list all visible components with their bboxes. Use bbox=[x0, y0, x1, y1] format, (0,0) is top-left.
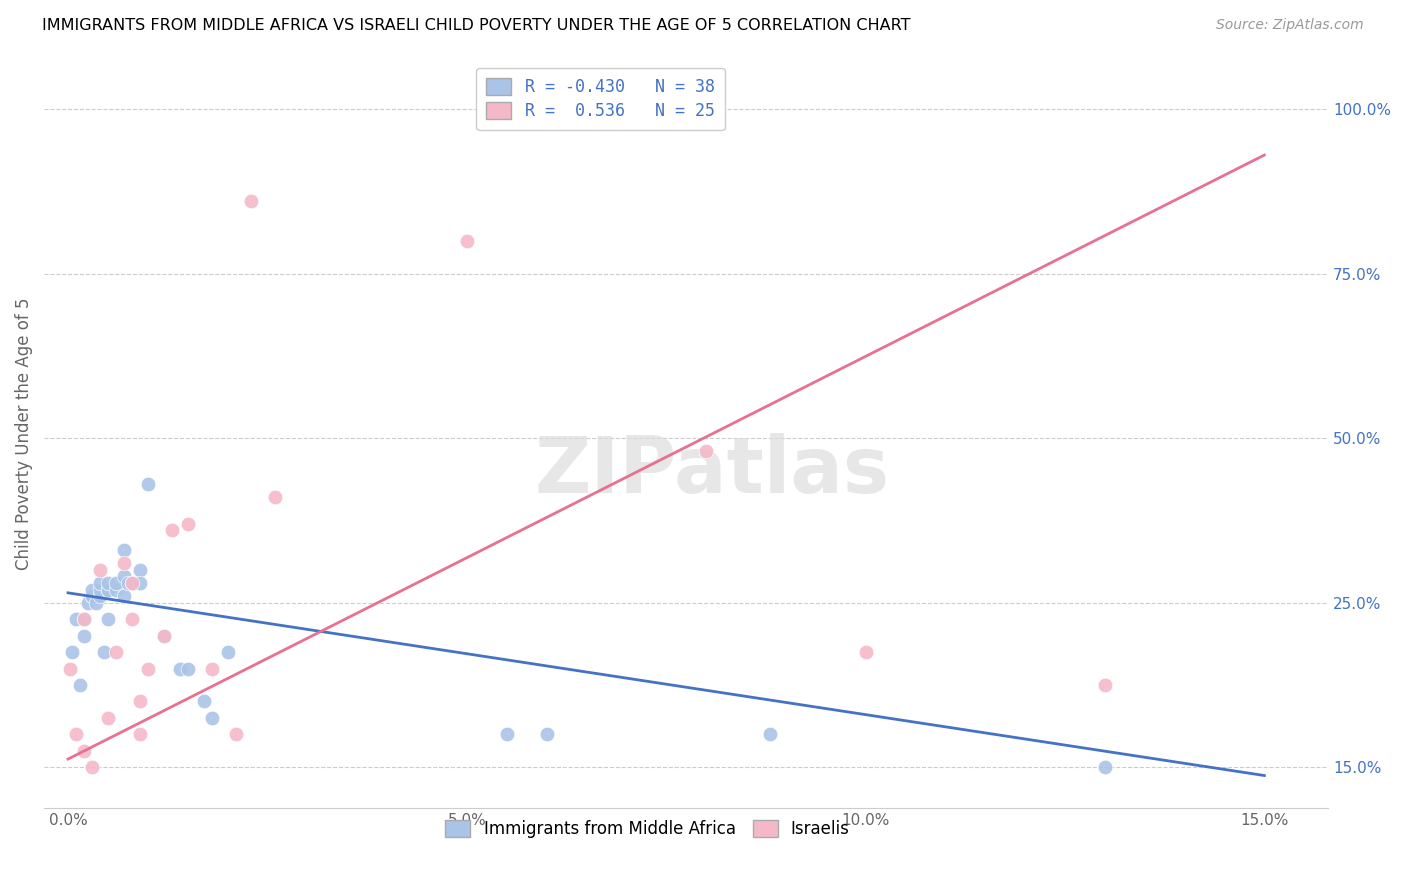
Point bbox=[80, 589, 103, 603]
Point bbox=[73, 612, 96, 626]
Point bbox=[495, 727, 517, 741]
Point bbox=[121, 576, 143, 591]
Point bbox=[152, 629, 174, 643]
Point bbox=[112, 569, 135, 583]
Point bbox=[89, 576, 111, 591]
Point bbox=[456, 234, 478, 248]
Point bbox=[1094, 760, 1116, 774]
Point bbox=[128, 576, 150, 591]
Point bbox=[759, 727, 782, 741]
Point bbox=[73, 629, 96, 643]
Text: IMMIGRANTS FROM MIDDLE AFRICA VS ISRAELI CHILD POVERTY UNDER THE AGE OF 5 CORREL: IMMIGRANTS FROM MIDDLE AFRICA VS ISRAELI… bbox=[42, 18, 911, 33]
Text: ZIPatlas: ZIPatlas bbox=[534, 434, 890, 509]
Point bbox=[855, 645, 877, 659]
Point bbox=[128, 563, 150, 577]
Legend: Immigrants from Middle Africa, Israelis: Immigrants from Middle Africa, Israelis bbox=[439, 814, 856, 845]
Point bbox=[264, 491, 287, 505]
Point bbox=[97, 576, 120, 591]
Point bbox=[60, 645, 83, 659]
Point bbox=[89, 563, 111, 577]
Point bbox=[152, 629, 174, 643]
Point bbox=[128, 694, 150, 708]
Point bbox=[240, 194, 263, 208]
Point bbox=[84, 596, 107, 610]
Point bbox=[93, 645, 115, 659]
Y-axis label: Child Poverty Under the Age of 5: Child Poverty Under the Age of 5 bbox=[15, 298, 32, 570]
Point bbox=[121, 612, 143, 626]
Point bbox=[73, 744, 96, 758]
Point bbox=[200, 661, 222, 675]
Point bbox=[169, 661, 191, 675]
Point bbox=[695, 444, 717, 458]
Point bbox=[80, 760, 103, 774]
Point bbox=[117, 576, 139, 591]
Point bbox=[160, 524, 183, 538]
Point bbox=[112, 589, 135, 603]
Point bbox=[73, 612, 96, 626]
Point bbox=[136, 661, 159, 675]
Point bbox=[104, 582, 127, 597]
Point bbox=[200, 711, 222, 725]
Point bbox=[225, 727, 247, 741]
Point bbox=[65, 612, 87, 626]
Point bbox=[104, 645, 127, 659]
Point bbox=[65, 727, 87, 741]
Point bbox=[536, 727, 558, 741]
Point bbox=[176, 661, 198, 675]
Point bbox=[89, 582, 111, 597]
Point bbox=[59, 661, 82, 675]
Point bbox=[112, 556, 135, 570]
Point bbox=[97, 582, 120, 597]
Point bbox=[80, 589, 103, 603]
Point bbox=[104, 576, 127, 591]
Point bbox=[176, 516, 198, 531]
Point bbox=[77, 596, 100, 610]
Point bbox=[80, 582, 103, 597]
Point bbox=[121, 576, 143, 591]
Point bbox=[136, 477, 159, 491]
Point bbox=[97, 711, 120, 725]
Point bbox=[1094, 678, 1116, 692]
Point bbox=[112, 543, 135, 558]
Text: Source: ZipAtlas.com: Source: ZipAtlas.com bbox=[1216, 18, 1364, 32]
Point bbox=[97, 582, 120, 597]
Point bbox=[193, 694, 215, 708]
Point bbox=[89, 589, 111, 603]
Point bbox=[69, 678, 91, 692]
Point bbox=[128, 727, 150, 741]
Point bbox=[97, 612, 120, 626]
Point bbox=[217, 645, 239, 659]
